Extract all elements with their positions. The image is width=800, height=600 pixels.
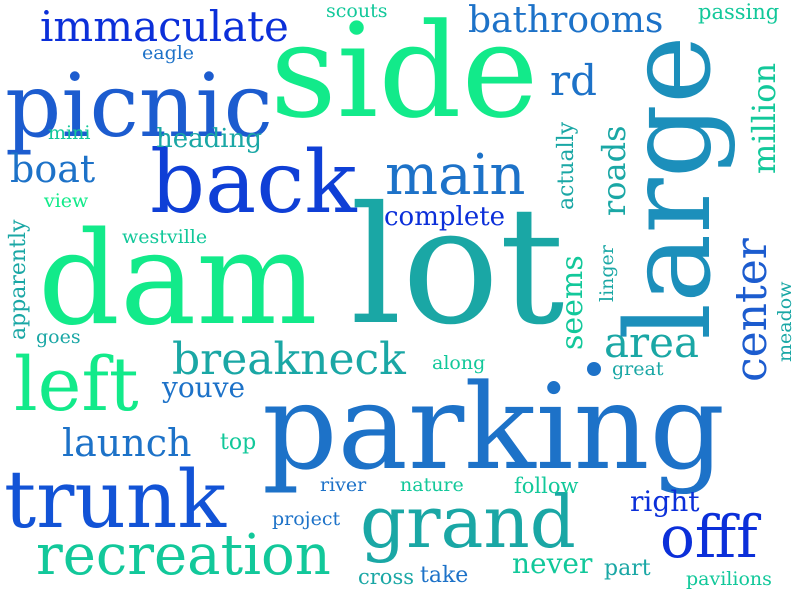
word-project: project [272, 508, 341, 530]
word-river: river [320, 474, 367, 496]
word-top: top [220, 430, 257, 455]
word-cross: cross [358, 565, 414, 589]
word-take: take [420, 563, 469, 588]
word-heading: heading [156, 124, 262, 154]
word-view: view [44, 190, 89, 212]
word-right: right [630, 485, 700, 518]
word-linger: linger [596, 245, 618, 302]
word-million: million [745, 62, 783, 174]
word-actually: actually [554, 121, 579, 210]
dot-mark [587, 362, 601, 376]
word-area: area [604, 318, 700, 367]
word-complete: complete [384, 202, 506, 232]
word-parking: parking [262, 358, 726, 496]
word-westville: westville [122, 226, 208, 248]
word-passing: passing [698, 0, 780, 24]
word-trunk: trunk [4, 453, 226, 546]
word-immaculate: immaculate [40, 2, 289, 51]
word-dam: dam [38, 205, 318, 354]
word-recreation: recreation [36, 523, 331, 588]
word-along: along [432, 352, 486, 374]
word-main: main [385, 143, 526, 208]
word-pavilions: pavilions [686, 568, 772, 590]
word-bathrooms: bathrooms [468, 0, 664, 41]
word-part: part [604, 556, 651, 581]
word-great: great [612, 358, 664, 380]
word-never: never [512, 547, 593, 580]
word-rd: rd [550, 56, 597, 105]
word-launch: launch [62, 421, 192, 465]
word-lot: lot [350, 173, 565, 361]
word-youve: youve [162, 371, 246, 404]
word-eagle: eagle [142, 42, 195, 64]
word-meadow: meadow [774, 281, 796, 362]
word-follow: follow [514, 474, 579, 498]
word-grand: grand [360, 480, 576, 564]
word-roads: roads [595, 125, 633, 216]
word-side: side [270, 0, 539, 147]
word-scouts: scouts [326, 0, 388, 22]
word-boat: boat [10, 147, 96, 191]
word-offf: offf [660, 503, 758, 571]
word-mini: mini [48, 122, 91, 144]
word-left: left [14, 342, 139, 428]
word-breakneck: breakneck [172, 334, 406, 385]
word-nature: nature [400, 474, 464, 496]
word-back: back [150, 133, 357, 233]
word-seems: seems [555, 255, 590, 350]
word-goes: goes [36, 326, 81, 348]
word-apparently: apparently [6, 219, 31, 340]
word-picnic: picnic [5, 54, 273, 157]
word-center: center [726, 238, 777, 382]
